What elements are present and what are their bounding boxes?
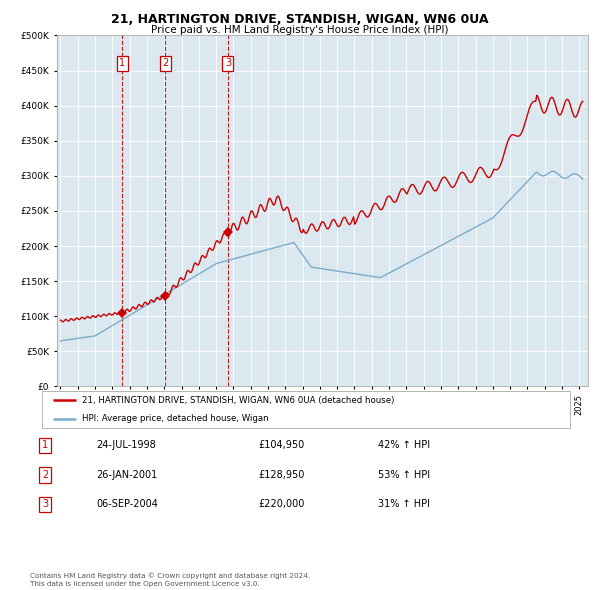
Text: 26-JAN-2001: 26-JAN-2001 [96, 470, 157, 480]
Text: 53% ↑ HPI: 53% ↑ HPI [378, 470, 430, 480]
Text: 1: 1 [119, 58, 125, 68]
Text: 31% ↑ HPI: 31% ↑ HPI [378, 500, 430, 509]
Text: £220,000: £220,000 [258, 500, 304, 509]
Text: 2: 2 [163, 58, 169, 68]
Text: 3: 3 [42, 500, 48, 509]
Text: 2: 2 [42, 470, 48, 480]
Text: 21, HARTINGTON DRIVE, STANDISH, WIGAN, WN6 0UA: 21, HARTINGTON DRIVE, STANDISH, WIGAN, W… [111, 13, 489, 26]
Text: 24-JUL-1998: 24-JUL-1998 [96, 441, 156, 450]
Text: 42% ↑ HPI: 42% ↑ HPI [378, 441, 430, 450]
Text: 21, HARTINGTON DRIVE, STANDISH, WIGAN, WN6 0UA (detached house): 21, HARTINGTON DRIVE, STANDISH, WIGAN, W… [82, 396, 394, 405]
Text: Price paid vs. HM Land Registry's House Price Index (HPI): Price paid vs. HM Land Registry's House … [151, 25, 449, 35]
Text: £104,950: £104,950 [258, 441, 304, 450]
Text: HPI: Average price, detached house, Wigan: HPI: Average price, detached house, Wiga… [82, 414, 268, 423]
Text: Contains HM Land Registry data © Crown copyright and database right 2024.
This d: Contains HM Land Registry data © Crown c… [30, 572, 310, 587]
Text: £128,950: £128,950 [258, 470, 304, 480]
Text: 1: 1 [42, 441, 48, 450]
Text: 3: 3 [225, 58, 231, 68]
Text: 06-SEP-2004: 06-SEP-2004 [96, 500, 158, 509]
